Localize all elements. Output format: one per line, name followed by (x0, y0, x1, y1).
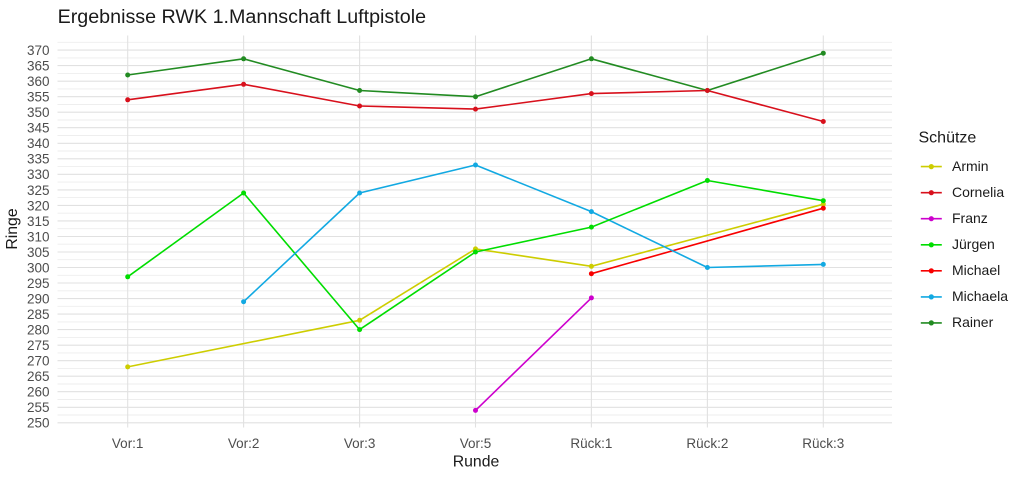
svg-text:Vor:3: Vor:3 (344, 436, 376, 451)
svg-text:Franz: Franz (952, 210, 988, 226)
svg-text:Ringe: Ringe (4, 208, 21, 249)
svg-text:Ergebnisse RWK 1.Mannschaft Lu: Ergebnisse RWK 1.Mannschaft Luftpistole (58, 6, 426, 28)
svg-text:320: 320 (27, 198, 50, 213)
svg-text:Vor:2: Vor:2 (228, 436, 260, 451)
svg-text:Michaela: Michaela (952, 288, 1008, 304)
svg-text:295: 295 (27, 276, 50, 291)
svg-text:260: 260 (27, 385, 50, 400)
svg-text:Rück:2: Rück:2 (686, 436, 728, 451)
svg-text:Rück:3: Rück:3 (802, 436, 844, 451)
svg-text:265: 265 (27, 369, 50, 384)
svg-text:335: 335 (27, 152, 50, 167)
svg-text:Jürgen: Jürgen (952, 236, 995, 252)
svg-text:250: 250 (27, 416, 50, 431)
svg-text:Runde: Runde (453, 454, 500, 471)
svg-text:270: 270 (27, 354, 50, 369)
svg-text:255: 255 (27, 400, 50, 415)
svg-text:360: 360 (27, 74, 50, 89)
svg-text:Rainer: Rainer (952, 314, 994, 330)
svg-text:Michael: Michael (952, 262, 1000, 278)
svg-text:305: 305 (27, 245, 50, 260)
svg-text:330: 330 (27, 167, 50, 182)
svg-text:Rück:1: Rück:1 (570, 436, 612, 451)
svg-text:365: 365 (27, 59, 50, 74)
svg-text:300: 300 (27, 260, 50, 275)
svg-text:Armin: Armin (952, 158, 989, 174)
svg-text:285: 285 (27, 307, 50, 322)
svg-text:Vor:5: Vor:5 (460, 436, 492, 451)
svg-text:275: 275 (27, 338, 50, 353)
svg-text:325: 325 (27, 183, 50, 198)
svg-text:290: 290 (27, 292, 50, 307)
svg-text:340: 340 (27, 136, 50, 151)
svg-text:Cornelia: Cornelia (952, 184, 1004, 200)
svg-text:350: 350 (27, 105, 50, 120)
svg-text:355: 355 (27, 90, 50, 105)
svg-text:345: 345 (27, 121, 50, 136)
svg-text:Schütze: Schütze (919, 130, 977, 147)
svg-text:280: 280 (27, 323, 50, 338)
svg-text:315: 315 (27, 214, 50, 229)
svg-text:Vor:1: Vor:1 (112, 436, 144, 451)
svg-text:310: 310 (27, 229, 50, 244)
svg-text:370: 370 (27, 43, 50, 58)
